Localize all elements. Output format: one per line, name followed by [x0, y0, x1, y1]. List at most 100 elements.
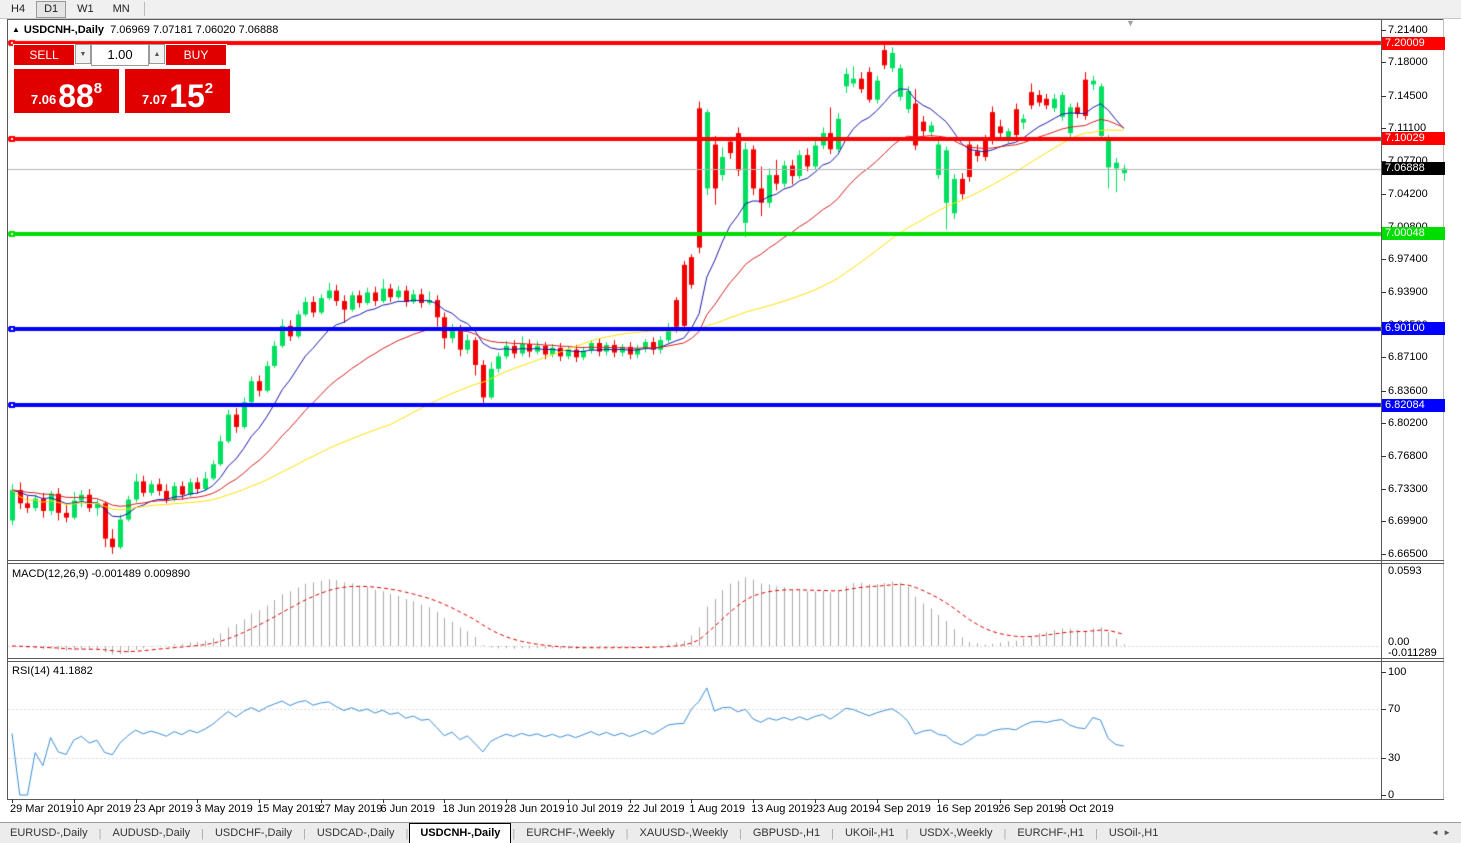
- symbol-tab-usdcad-daily[interactable]: USDCAD-,Daily: [316, 827, 395, 839]
- tab-scroll-right-icon[interactable]: ►: [1443, 828, 1455, 837]
- symbol-tab-eurchf-h1[interactable]: EURCHF-,H1: [1017, 827, 1084, 839]
- rsi-tick-label: 70: [1388, 702, 1401, 715]
- tab-separator: |: [98, 827, 102, 840]
- sell-price-panel[interactable]: 7.06 88 8: [13, 68, 120, 114]
- date-tick: [876, 799, 878, 803]
- rsi-label: RSI(14) 41.1882: [12, 665, 93, 677]
- sell-price-sup: 8: [93, 80, 103, 97]
- tab-separator: |: [1003, 827, 1007, 840]
- price-tick-label: 6.83600: [1388, 384, 1428, 397]
- buy-price-panel[interactable]: 7.07 15 2: [124, 68, 231, 114]
- symbol-tab-eurchf-weekly[interactable]: EURCHF-,Weekly: [526, 827, 615, 839]
- timeframe-button-d1[interactable]: D1: [36, 0, 67, 18]
- buy-price-sup: 2: [204, 80, 214, 97]
- symbol-tab-usdcnh-daily[interactable]: USDCNH-,Daily: [409, 823, 512, 843]
- date-tick-label: 23 Aug 2019: [812, 803, 875, 815]
- symbol-tab-xauusd-weekly[interactable]: XAUUSD-,Weekly: [639, 827, 728, 839]
- price-tick: [1381, 128, 1386, 130]
- rsi-tick: [1381, 758, 1386, 760]
- date-tick-label: 3 May 2019: [195, 803, 253, 815]
- price-level-badge: 6.90100: [1382, 322, 1445, 336]
- price-level-badge: 7.10029: [1382, 132, 1445, 146]
- date-tick-label: 13 Aug 2019: [751, 803, 813, 815]
- tab-separator: |: [625, 827, 629, 840]
- price-macd-separator-2[interactable]: [7, 563, 1444, 564]
- date-tick: [1000, 799, 1002, 803]
- date-tick: [12, 799, 13, 803]
- tab-separator: |: [302, 827, 306, 840]
- price-tick-label: 6.97400: [1388, 253, 1428, 266]
- sell-price-small: 7.06: [30, 92, 57, 107]
- date-tick: [73, 799, 75, 803]
- buy-button[interactable]: BUY: [165, 44, 227, 66]
- tab-scroll-left-icon[interactable]: ◄: [1431, 828, 1444, 837]
- timeframe-button-h4[interactable]: H4: [11, 2, 26, 15]
- price-tick: [1381, 357, 1386, 359]
- collapse-triangle-icon[interactable]: ▲: [12, 25, 20, 34]
- chart-title: ▲ USDCNH-,Daily 7.06969 7.07181 7.06020 7…: [12, 24, 278, 36]
- date-tick: [135, 799, 137, 803]
- symbol-tab-gbpusd-h1[interactable]: GBPUSD-,H1: [752, 827, 821, 839]
- macd-rsi-separator-1[interactable]: [7, 658, 1444, 659]
- macd-label: MACD(12,26,9) -0.001489 0.009890: [12, 568, 190, 580]
- rsi-tick-label: 0: [1388, 789, 1395, 801]
- macd-axis-label: 0.0593: [1388, 565, 1422, 577]
- price-tick-label: 7.18000: [1388, 56, 1428, 69]
- tab-separator: |: [1094, 827, 1098, 840]
- tab-separator: |: [512, 827, 516, 840]
- symbol-tab-ukoil-h1[interactable]: UKOil-,H1: [844, 827, 895, 839]
- price-tick: [1381, 160, 1386, 162]
- timeframe-button-w1[interactable]: W1: [77, 2, 94, 15]
- price-macd-separator-1[interactable]: [7, 560, 1444, 561]
- date-tick-label: 28 Jun 2019: [504, 803, 565, 815]
- date-tick-label: 16 Sep 2019: [936, 803, 999, 815]
- price-tick-label: 6.69900: [1388, 515, 1428, 528]
- price-tick: [1381, 521, 1386, 523]
- price-tick: [1381, 259, 1386, 261]
- buy-price-small: 7.07: [141, 92, 168, 107]
- date-tick-label: 4 Sep 2019: [874, 803, 931, 815]
- date-tick: [1061, 799, 1063, 803]
- price-tick: [1381, 390, 1386, 392]
- date-tick: [938, 799, 940, 803]
- rsi-tick-label: 30: [1388, 752, 1401, 765]
- macd-rsi-separator-2[interactable]: [7, 661, 1444, 662]
- symbol-tab-usoil-h1[interactable]: USOil-,H1: [1108, 827, 1159, 839]
- date-tick-label: 6 Jun 2019: [380, 803, 435, 815]
- symbol-tab-usdchf-daily[interactable]: USDCHF-,Daily: [214, 827, 292, 839]
- tab-separator: |: [738, 827, 742, 840]
- tab-separator: |: [405, 827, 409, 840]
- symbol-tab-audusd-daily[interactable]: AUDUSD-,Daily: [112, 827, 191, 839]
- sell-price-big: 88: [58, 78, 94, 114]
- rsi-tick: [1381, 795, 1386, 796]
- rsi-tick-label: 100: [1388, 666, 1407, 678]
- symbol-tab-usdx-weekly[interactable]: USDX-,Weekly: [919, 827, 993, 839]
- timeframe-toolbar: H4 D1 W1 MN: [0, 0, 1461, 19]
- price-tick: [1381, 553, 1386, 555]
- date-tick-label: 26 Sep 2019: [998, 803, 1061, 815]
- chart-top-marker-icon[interactable]: ▼: [1126, 18, 1135, 28]
- date-tick-label: 15 May 2019: [257, 803, 321, 815]
- date-tick-label: 8 Oct 2019: [1059, 803, 1114, 815]
- price-tick: [1381, 455, 1386, 457]
- volume-input[interactable]: 1.00: [91, 44, 149, 66]
- price-tick: [1381, 194, 1386, 196]
- price-level-badge: 7.00048: [1382, 227, 1445, 241]
- date-tick: [691, 799, 693, 803]
- symbol-tab-eurusd-daily[interactable]: EURUSD-,Daily: [10, 827, 88, 839]
- tab-scroll-arrows[interactable]: ◄►: [1431, 828, 1455, 837]
- tab-separator: |: [831, 827, 834, 840]
- price-tick-label: 7.04200: [1388, 188, 1428, 201]
- volume-decrease-button[interactable]: ▼: [75, 44, 91, 64]
- price-level-badge: 7.06888: [1382, 162, 1445, 176]
- sell-button[interactable]: SELL: [13, 44, 75, 66]
- volume-increase-button[interactable]: ▲: [149, 44, 165, 64]
- date-tick-label: 10 Jul 2019: [565, 803, 623, 815]
- buy-price-big: 15: [169, 78, 205, 114]
- timeframe-button-mn[interactable]: MN: [112, 2, 130, 15]
- price-tick: [1381, 95, 1386, 97]
- date-tick: [506, 799, 508, 803]
- date-tick: [382, 799, 384, 803]
- macd-axis-label: 0.00: [1388, 636, 1410, 648]
